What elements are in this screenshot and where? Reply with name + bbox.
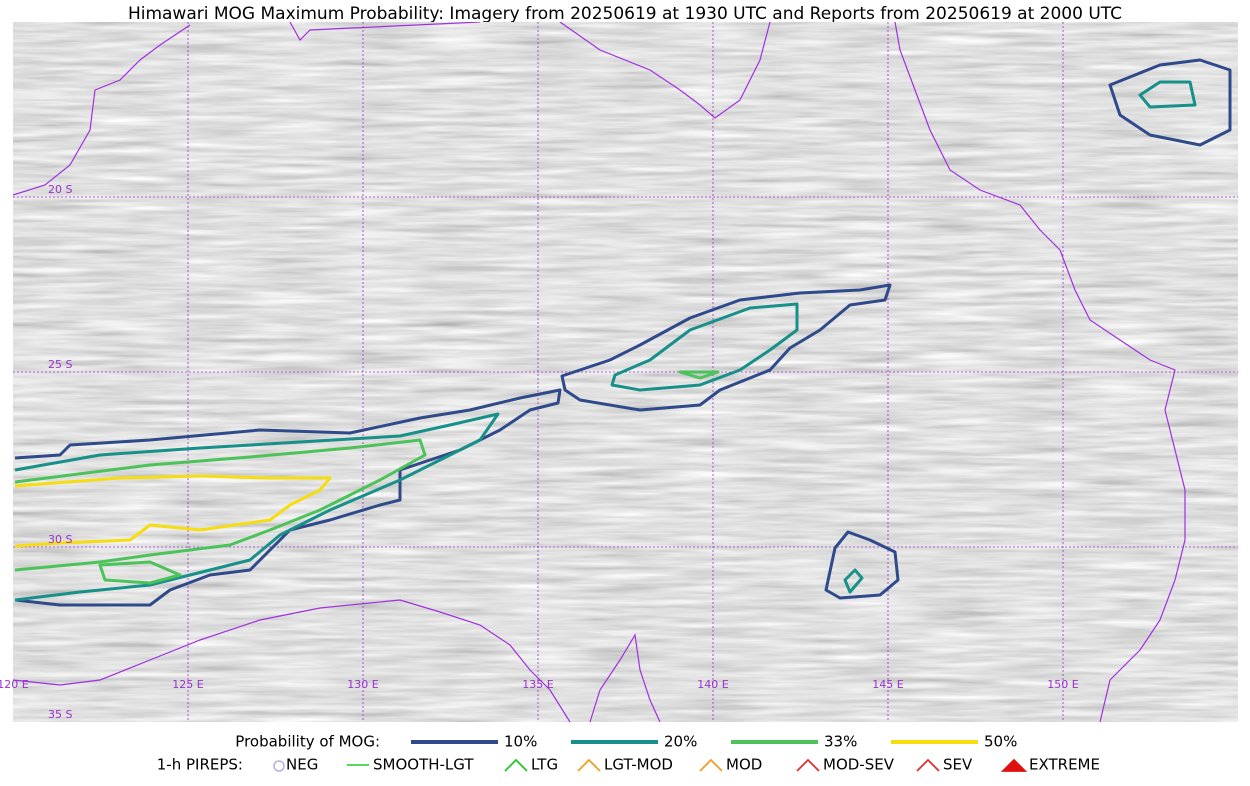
legend-label: 50% — [984, 733, 1017, 751]
legend-icon — [577, 758, 601, 772]
legend-label: SMOOTH-LGT — [373, 756, 474, 774]
legend-label: EXTREME — [1029, 756, 1100, 774]
legend-label: LTG — [531, 756, 558, 774]
longitude-label: 145 E — [872, 678, 903, 691]
longitude-label: 135 E — [522, 678, 553, 691]
legend-label: SEV — [943, 756, 973, 774]
longitude-label: 120 E — [0, 678, 29, 691]
longitude-label: 125 E — [172, 678, 203, 691]
legend-icon — [796, 758, 820, 772]
latitude-label: 35 S — [48, 708, 72, 721]
coastlines — [13, 22, 1186, 722]
legend-title: 1-h PIREPS: — [157, 756, 243, 774]
longitude-label: 150 E — [1047, 678, 1078, 691]
longitude-label: 130 E — [347, 678, 378, 691]
grid — [13, 22, 1238, 722]
legend-label: LGT-MOD — [604, 756, 673, 774]
legend-label: NEG — [286, 756, 318, 774]
legend-icon — [273, 760, 285, 772]
legend-icon — [916, 758, 940, 772]
map — [13, 22, 1238, 722]
legend-icon — [699, 758, 723, 772]
legend-title: Probability of MOG: — [235, 733, 380, 751]
legend: Probability of MOG: 1-h PIREPS: 10% 20% 33… — [157, 733, 1100, 774]
legend-label: MOD — [726, 756, 762, 774]
latitude-label: 20 S — [48, 183, 72, 196]
latitude-label: 30 S — [48, 533, 72, 546]
legend-icon — [504, 758, 528, 772]
legend-label: 10% — [504, 733, 537, 751]
legend-label: 20% — [664, 733, 697, 751]
legend-label: MOD-SEV — [823, 756, 895, 774]
legend-icon — [1000, 758, 1028, 772]
contours — [14, 58, 1232, 607]
longitude-labels: 120 E 125 E 130 E 135 E 140 E 145 E 150 E — [0, 678, 1079, 691]
legend-label: 33% — [824, 733, 857, 751]
longitude-label: 140 E — [697, 678, 728, 691]
latitude-label: 25 S — [48, 358, 72, 371]
title: Himawari MOG Maximum Probability: Imager… — [128, 4, 1122, 24]
latitude-labels: 20 S 25 S 30 S 35 S — [48, 183, 72, 721]
